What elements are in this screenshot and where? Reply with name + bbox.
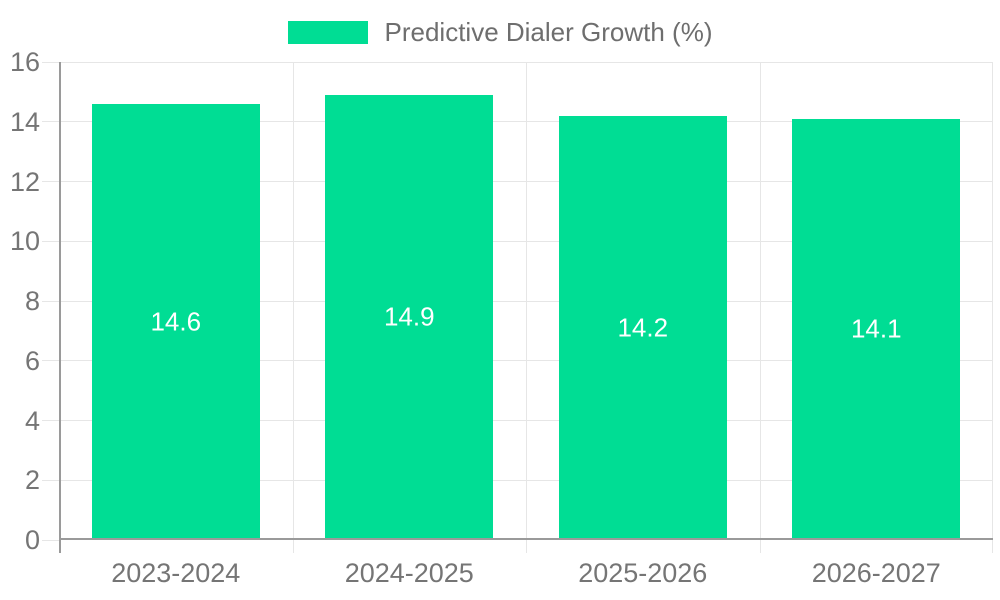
bar-value-label: 14.1 [850, 313, 902, 344]
y-axis-tick [42, 300, 59, 302]
x-tick-label: 2026-2027 [811, 558, 941, 588]
y-tick-label: 4 [24, 405, 40, 436]
y-axis-tick [42, 539, 59, 541]
y-axis-line [59, 62, 61, 553]
y-tick-label: 6 [24, 345, 40, 376]
bar-2026-2027[interactable] [792, 118, 961, 540]
x-tick-label: 2024-2025 [344, 558, 474, 588]
legend-label: Predictive Dialer Growth (%) [384, 17, 713, 47]
gridline-vertical [760, 62, 761, 540]
bar-2023-2024[interactable] [91, 103, 260, 540]
y-axis-tick [42, 181, 59, 182]
x-axis-line [59, 538, 993, 540]
y-tick-label: 16 [9, 47, 40, 77]
x-axis-tick [526, 540, 527, 553]
y-axis-tick [42, 420, 59, 421]
y-tick-label: 12 [9, 166, 40, 197]
plot-area: 0 2 4 6 8 10 12 14 16 14.6 2023-2024 14.9 2024-2025 1… [10, 47, 993, 588]
legend[interactable]: Predictive Dialer Growth (%) [0, 17, 1000, 48]
bar-value-label: 14.9 [383, 301, 435, 332]
y-tick-label: 0 [24, 525, 40, 555]
gridline-vertical [293, 62, 294, 540]
bar-2024-2025[interactable] [325, 94, 494, 540]
x-axis-tick [992, 540, 993, 553]
y-tick-label: 8 [24, 286, 40, 316]
x-tick-label: 2023-2024 [111, 558, 241, 588]
y-axis-tick [42, 121, 59, 123]
y-tick-label: 10 [9, 226, 40, 257]
y-axis-tick [42, 61, 59, 63]
bar-value-label: 14.2 [617, 312, 669, 343]
x-axis-tick [760, 540, 761, 553]
bar-2025-2026[interactable] [558, 115, 727, 540]
y-axis-tick [42, 240, 59, 242]
x-tick-label: 2025-2026 [578, 558, 708, 588]
bar-value-label: 14.6 [150, 306, 202, 337]
y-tick-label: 14 [9, 106, 40, 137]
y-tick-label: 2 [24, 465, 40, 496]
y-axis-tick [42, 360, 59, 362]
x-axis-tick [293, 540, 294, 553]
y-axis-tick [42, 479, 59, 481]
gridline-vertical [526, 62, 527, 540]
gridline-vertical [992, 62, 993, 540]
legend-swatch [287, 21, 368, 44]
